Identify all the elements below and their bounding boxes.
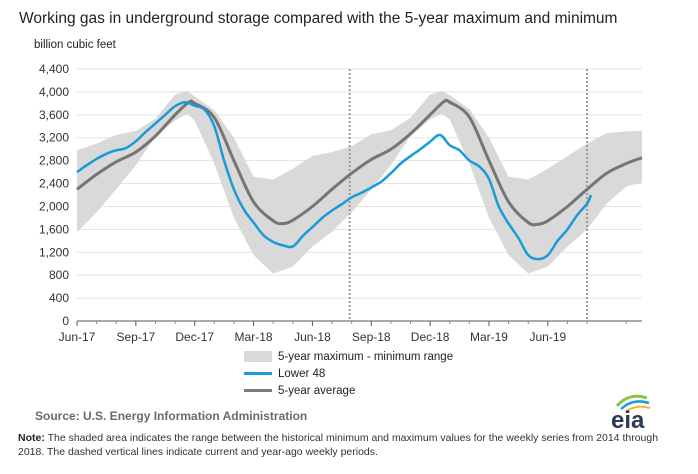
x-tick-label: Mar-18 (235, 330, 273, 344)
logo-arc-blue (620, 400, 650, 410)
x-tick-label: Jun-18 (294, 330, 331, 344)
grid-lines (77, 68, 642, 299)
series-line-5-year-average (76, 98, 643, 227)
y-tick-label: 400 (49, 291, 69, 305)
note-text: The shaded area indicates the range betw… (18, 432, 659, 458)
source-text: Source: U.S. Energy Information Administ… (35, 409, 308, 423)
y-tick-label: 3,600 (39, 108, 69, 122)
legend-label-average: 5-year average (278, 384, 356, 397)
y-tick-label: 1,600 (39, 222, 69, 236)
x-tick-label: Sep-18 (352, 330, 391, 344)
y-tick-label: 4,000 (39, 85, 69, 99)
x-tick-label: Jun-19 (529, 330, 566, 344)
y-axis-unit-label: billion cubic feet (34, 39, 116, 51)
logo-arc-yellow (624, 405, 651, 413)
x-tick-label: Dec-17 (175, 330, 214, 344)
x-tick-label: Dec-18 (411, 330, 450, 344)
legend-label-range: 5-year maximum - minimum range (278, 350, 454, 363)
legend-swatch-range (244, 351, 272, 362)
x-tick-label: Sep-17 (117, 330, 156, 344)
logo-text: eia (611, 407, 645, 430)
legend-swatch-average (244, 389, 272, 392)
legend-swatch-lower48 (244, 372, 272, 375)
y-tick-label: 4,400 (39, 62, 69, 76)
eia-logo: eia (611, 394, 651, 430)
note-label: Note: (18, 432, 45, 444)
legend-item-average: 5-year average (244, 382, 453, 399)
series-line-lower-48 (76, 100, 593, 261)
chart-title: Working gas in underground storage compa… (19, 10, 618, 27)
y-tick-label: 2,400 (39, 177, 69, 191)
y-tick-label: 3,200 (39, 131, 69, 145)
y-tick-label: 800 (49, 268, 69, 282)
y-tick-label: 2,000 (39, 199, 69, 213)
y-tick-label: 1,200 (39, 245, 69, 259)
logo-arc-green (615, 394, 648, 408)
legend: 5-year maximum - minimum range Lower 48 … (244, 348, 453, 399)
x-tick-label: Jun-17 (59, 330, 96, 344)
legend-item-lower48: Lower 48 (244, 365, 453, 382)
series-lines-layer (76, 98, 643, 261)
dashed-lines-layer (348, 69, 589, 321)
legend-label-lower48: Lower 48 (278, 367, 326, 380)
note: Note: The shaded area indicates the rang… (18, 431, 678, 459)
y-tick-label: 0 (62, 314, 69, 328)
legend-item-range: 5-year maximum - minimum range (244, 348, 453, 365)
x-tick-label: Mar-19 (470, 330, 508, 344)
y-tick-label: 2,800 (39, 154, 69, 168)
axes-layer: 0 400 800 1,200 1,600 2,000 2,400 2,800 3,200 3,6… (39, 62, 642, 344)
